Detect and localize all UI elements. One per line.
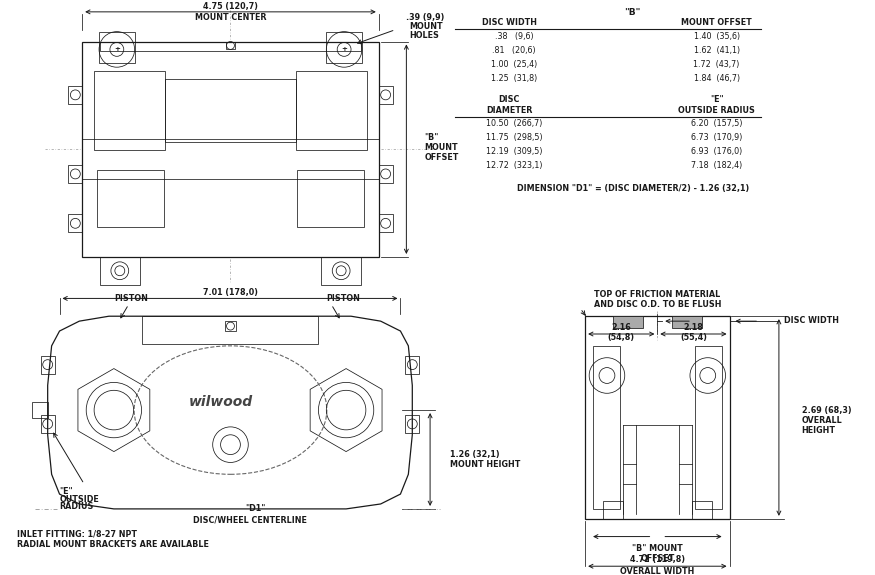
Text: 6.93  (176,0): 6.93 (176,0) [691, 147, 742, 156]
Text: 12.19  (309,5): 12.19 (309,5) [486, 147, 542, 156]
Text: 7.18  (182,4): 7.18 (182,4) [691, 160, 742, 170]
Bar [31, 402, 47, 418]
Text: 1.62  (41,1): 1.62 (41,1) [694, 46, 739, 55]
Bar [225, 321, 236, 331]
Text: "E": "E" [710, 95, 724, 104]
Text: HOLES: HOLES [410, 31, 439, 40]
Text: MOUNT OFFSET: MOUNT OFFSET [682, 18, 752, 27]
Bar [405, 356, 419, 374]
Bar [296, 71, 367, 150]
Text: 6.20  (157,5): 6.20 (157,5) [691, 119, 742, 128]
Text: "B": "B" [625, 9, 640, 17]
Bar [97, 170, 164, 227]
Bar [379, 165, 393, 183]
Text: OFFSET: OFFSET [424, 152, 458, 162]
Text: 2.16: 2.16 [612, 323, 631, 332]
Bar [379, 86, 393, 104]
Text: 2.69 (68,3): 2.69 (68,3) [802, 406, 851, 415]
Text: .39 (9,9): .39 (9,9) [406, 13, 444, 22]
Text: DIAMETER: DIAMETER [486, 106, 532, 115]
Text: OUTSIDE RADIUS: OUTSIDE RADIUS [678, 106, 755, 115]
Text: +: + [114, 47, 120, 52]
Bar [226, 41, 235, 49]
Text: MOUNT: MOUNT [424, 143, 458, 152]
Bar [142, 316, 318, 344]
Bar [100, 257, 140, 285]
Text: 4.72 (119,8): 4.72 (119,8) [630, 555, 685, 564]
Text: MOUNT: MOUNT [410, 22, 443, 31]
Text: "D1": "D1" [245, 504, 265, 513]
Bar [99, 32, 135, 63]
Bar [68, 214, 82, 232]
Text: +: + [341, 47, 347, 52]
Text: OVERALL: OVERALL [802, 416, 843, 425]
Text: 2.18: 2.18 [683, 323, 704, 332]
Text: PISTON: PISTON [326, 294, 360, 303]
Bar [165, 79, 296, 142]
Text: DIMENSION "D1" = (DISC DIAMETER/2) - 1.26 (32,1): DIMENSION "D1" = (DISC DIAMETER/2) - 1.2… [516, 184, 749, 193]
Text: "E": "E" [60, 486, 74, 496]
Text: 1.84  (46,7): 1.84 (46,7) [694, 74, 739, 83]
Text: 11.75  (298,5): 11.75 (298,5) [486, 133, 542, 142]
Bar [321, 257, 360, 285]
Text: OVERALL WIDTH: OVERALL WIDTH [620, 566, 695, 575]
Text: 1.25  (31,8): 1.25 (31,8) [491, 74, 537, 83]
Text: 12.72  (323,1): 12.72 (323,1) [486, 160, 542, 170]
Bar [692, 501, 711, 519]
Text: INLET FITTING: 1/8-27 NPT: INLET FITTING: 1/8-27 NPT [17, 529, 137, 538]
Text: 1.40  (35,6): 1.40 (35,6) [694, 32, 739, 41]
Text: 10.50  (266,7): 10.50 (266,7) [486, 119, 542, 128]
Text: 7.01 (178,0): 7.01 (178,0) [203, 288, 258, 297]
Text: DISC/WHEEL CENTERLINE: DISC/WHEEL CENTERLINE [193, 515, 307, 524]
Bar [612, 316, 642, 328]
Text: 4.75 (120,7): 4.75 (120,7) [203, 2, 258, 12]
Text: 1.26 (32,1): 1.26 (32,1) [450, 450, 500, 459]
Text: (55,4): (55,4) [680, 334, 707, 343]
Bar [68, 86, 82, 104]
Bar [94, 71, 165, 150]
Text: "B": "B" [424, 133, 438, 142]
Text: (54,8): (54,8) [608, 334, 635, 343]
Text: DISC WIDTH: DISC WIDTH [481, 18, 536, 27]
Text: .38   (9,6): .38 (9,6) [494, 32, 534, 41]
Text: 1.72  (43,7): 1.72 (43,7) [694, 60, 740, 69]
Text: 6.73  (170,9): 6.73 (170,9) [691, 133, 742, 142]
Text: OUTSIDE: OUTSIDE [60, 494, 99, 504]
Text: RADIUS: RADIUS [60, 503, 94, 511]
Bar [593, 346, 619, 509]
Bar [405, 415, 419, 433]
Bar [82, 41, 379, 257]
Text: wilwood: wilwood [188, 395, 253, 409]
Bar [585, 316, 730, 519]
Text: HEIGHT: HEIGHT [802, 426, 836, 435]
Bar [297, 170, 364, 227]
Text: MOUNT CENTER: MOUNT CENTER [195, 13, 266, 22]
Text: PISTON: PISTON [115, 294, 149, 303]
Text: DISC WIDTH: DISC WIDTH [784, 316, 839, 325]
Text: .81   (20,6): .81 (20,6) [493, 46, 536, 55]
Text: 1.00  (25,4): 1.00 (25,4) [491, 60, 537, 69]
Text: AND DISC O.D. TO BE FLUSH: AND DISC O.D. TO BE FLUSH [593, 300, 721, 309]
Text: TOP OF FRICTION MATERIAL: TOP OF FRICTION MATERIAL [594, 290, 720, 299]
Text: "B" MOUNT: "B" MOUNT [632, 544, 682, 553]
Bar [100, 41, 360, 51]
Bar [603, 501, 623, 519]
Text: OFFSET: OFFSET [640, 554, 675, 563]
Bar [41, 415, 54, 433]
Bar [672, 316, 702, 328]
Bar [326, 32, 362, 63]
Text: DISC: DISC [499, 95, 520, 104]
Bar [695, 346, 722, 509]
Bar [41, 356, 54, 374]
Text: MOUNT HEIGHT: MOUNT HEIGHT [450, 460, 521, 469]
Bar [379, 214, 393, 232]
Bar [68, 165, 82, 183]
Text: RADIAL MOUNT BRACKETS ARE AVAILABLE: RADIAL MOUNT BRACKETS ARE AVAILABLE [17, 540, 209, 549]
